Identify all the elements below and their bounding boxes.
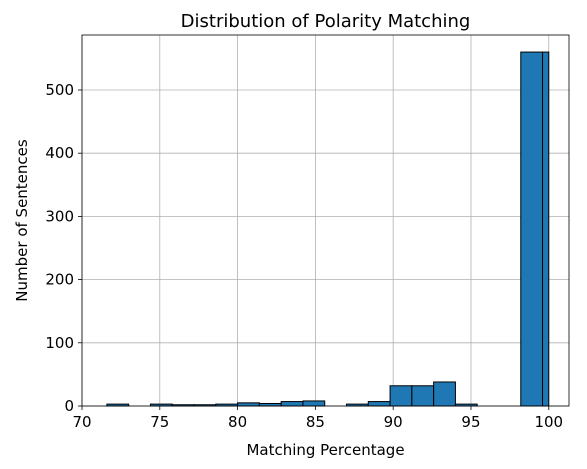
histogram-bar-15 [433,381,456,407]
y-tick-label-1: 100 [45,334,74,352]
y-tick-label-2: 200 [45,271,74,289]
x-tick-label-4: 90 [384,413,403,431]
y-axis-label: Number of Sentences [13,139,31,302]
chart-title: Distribution of Polarity Matching [181,11,471,32]
y-tick-label-4: 400 [45,144,74,162]
histogram-bar-20 [542,51,550,407]
x-tick-label-6: 100 [534,413,563,431]
x-tick-label-3: 85 [306,413,325,431]
x-tick-label-1: 75 [150,413,169,431]
histogram-bar-6 [237,402,260,407]
x-tick-label-5: 95 [461,413,480,431]
y-tick-label-0: 0 [64,397,74,415]
histogram-bar-9 [302,400,326,407]
grid [81,35,569,407]
histogram-bar-19 [520,51,544,407]
histogram-bar-12 [367,401,391,407]
x-tick-label-2: 80 [228,413,247,431]
histogram-bar-8 [280,401,304,407]
x-tick-label-0: 70 [72,413,91,431]
histogram-bar-14 [411,385,435,407]
x-axis-label: Matching Percentage [246,441,404,459]
y-tick-label-3: 300 [45,207,74,225]
axis-ticks: 70 75 80 85 90 95 100 0 100 200 300 400 500 [45,81,563,431]
y-tick-label-5: 500 [45,81,74,99]
bars [106,51,550,407]
plot-frame [81,34,570,407]
histogram-bar-13 [389,385,413,407]
